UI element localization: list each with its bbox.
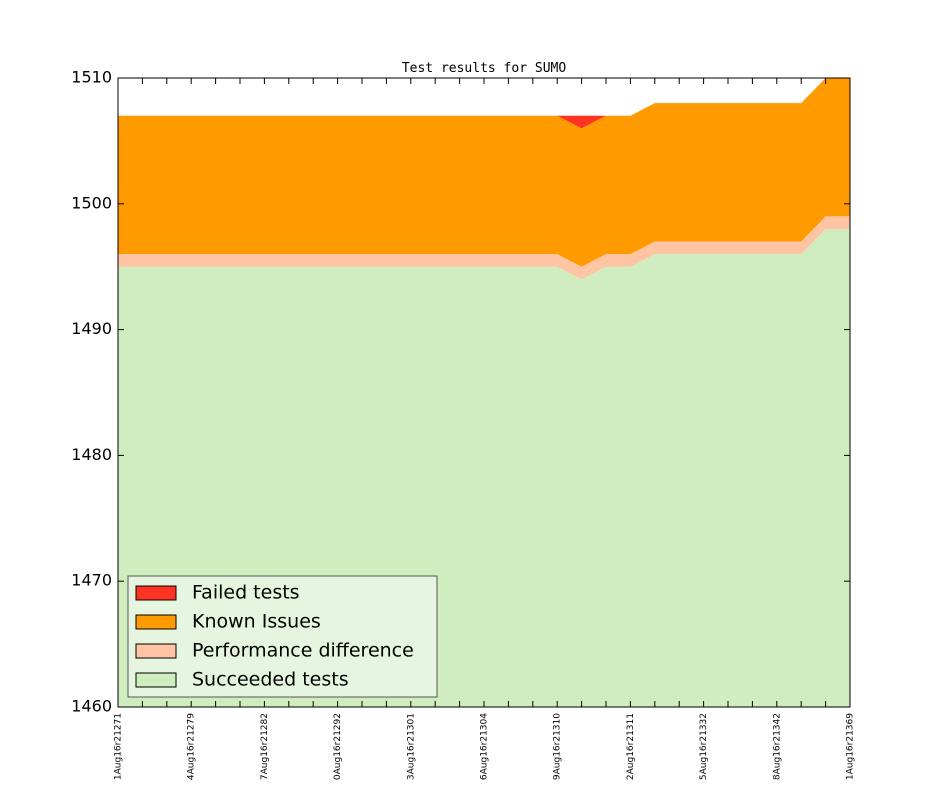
y-tick-label: 1500	[71, 193, 112, 212]
y-tick-label: 1480	[71, 445, 112, 464]
y-tick-label: 1490	[71, 319, 112, 338]
legend-label: Failed tests	[192, 582, 300, 604]
x-tick-label: 8Aug16r21342	[772, 713, 782, 780]
legend-box	[127, 575, 438, 698]
x-tick-label: 1Aug16r21369	[846, 713, 856, 780]
x-tick-label: 0Aug16r21292	[333, 713, 343, 780]
x-tick-label: 5Aug16r21332	[699, 713, 709, 780]
y-tick-label: 1460	[71, 697, 112, 716]
legend-label: Known Issues	[192, 611, 321, 633]
y-tick-label: 1470	[71, 571, 112, 590]
legend-swatch	[135, 672, 177, 688]
y-tick-label: 1510	[71, 68, 112, 87]
chart-title: Test results for SUMO	[402, 61, 567, 76]
legend-label: Succeeded tests	[192, 669, 349, 691]
x-tick-label: 2Aug16r21311	[626, 713, 636, 780]
x-tick-label: 4Aug16r21279	[187, 713, 197, 780]
x-tick-label: 6Aug16r21304	[480, 713, 490, 780]
area	[118, 216, 850, 280]
legend-swatch	[135, 643, 177, 659]
x-tick-label: 9Aug16r21310	[553, 713, 563, 780]
legend-swatch	[135, 585, 177, 601]
x-tick-label: 7Aug16r21282	[260, 713, 270, 780]
x-tick-label: 3Aug16r21301	[406, 713, 416, 780]
legend-label: Performance difference	[192, 640, 414, 662]
legend-swatch	[135, 614, 177, 630]
area	[118, 78, 850, 267]
x-tick-label: 1Aug16r21271	[114, 713, 124, 780]
